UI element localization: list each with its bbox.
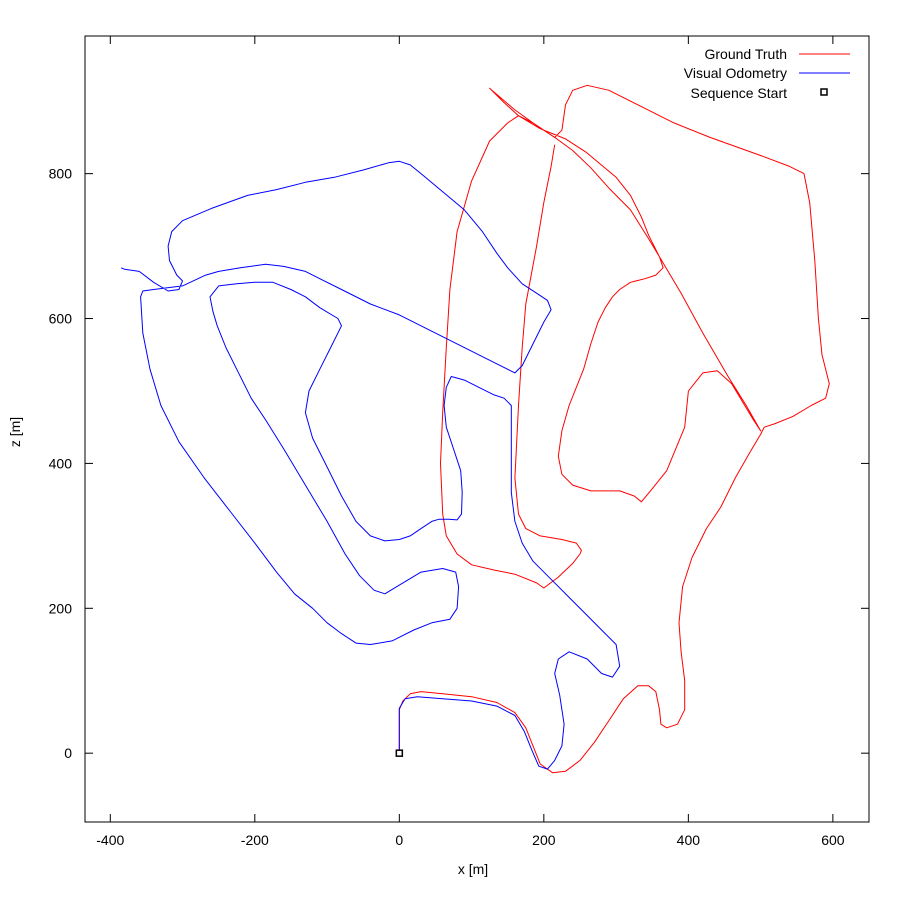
y-tick-label: 0 [64,745,72,761]
y-axis-label: z [m] [7,417,23,447]
y-tick-label: 600 [49,311,73,327]
series-line-visual-odometry [120,160,621,770]
legend-label-visual-odometry: Visual Odometry [684,65,787,81]
x-tick-label: 400 [677,832,701,848]
y-tick-label: 400 [49,455,73,471]
legend-label-sequence-start: Sequence Start [690,85,787,101]
series-line-ground-truth [398,84,830,774]
x-tick-label: 200 [532,832,556,848]
y-tick-label: 800 [49,166,73,182]
plot-frame [84,35,870,823]
sequence-start-marker [395,749,404,757]
axis-ticks: -400 -200 0 200 400 600 0 200 400 600 800 [49,36,869,848]
legend-label-ground-truth: Ground Truth [705,46,788,62]
x-tick-label: 600 [821,832,845,848]
x-axis-label: x [m] [458,861,488,877]
x-tick-label: 0 [395,832,403,848]
x-tick-label: -400 [96,832,124,848]
legend-marker-sequence-start [820,88,828,96]
y-tick-label: 200 [49,600,73,616]
x-tick-label: -200 [241,832,269,848]
legend: Ground Truth Visual Odometry Sequence St… [684,46,850,101]
marker-layer [395,749,404,757]
series-layer [120,84,830,774]
